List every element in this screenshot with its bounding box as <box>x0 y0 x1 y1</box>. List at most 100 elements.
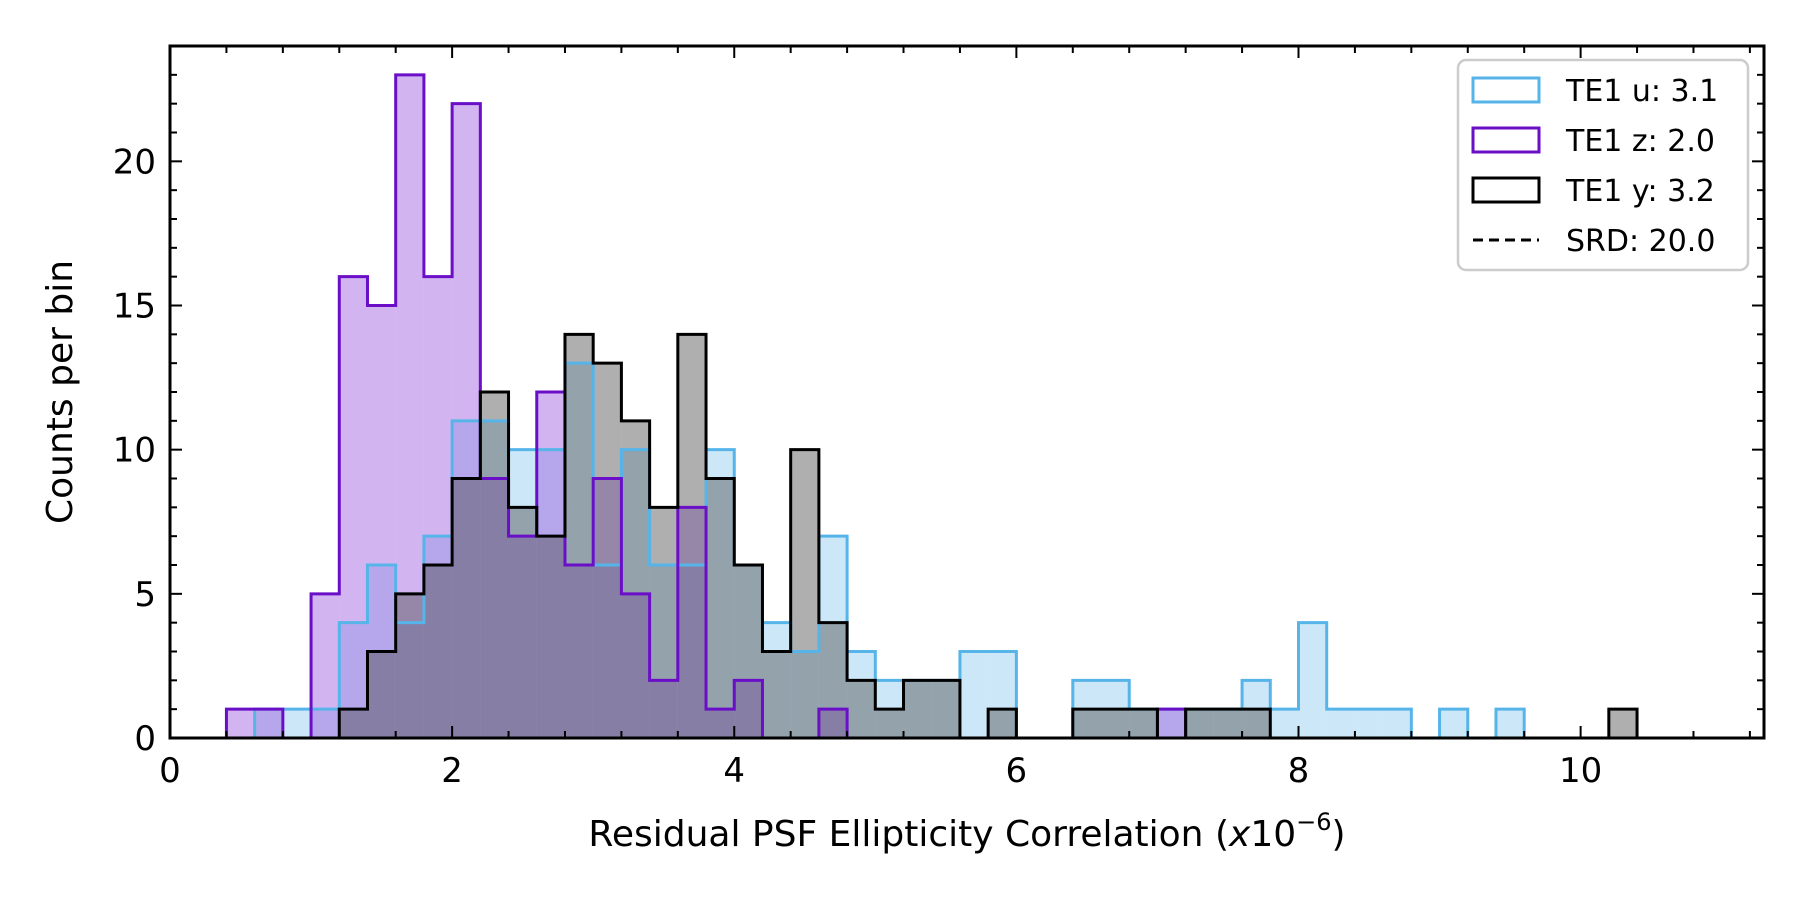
bar-te1-u-bin-39 <box>1326 709 1355 738</box>
y-tick-label: 0 <box>134 719 156 759</box>
bar-te1-y-bin-10 <box>508 507 537 738</box>
y-tick-labels: 0 5 10 15 20 <box>113 142 156 759</box>
bar-te1-z-bin-16 <box>677 507 707 738</box>
bar-te1-u-bin-27 <box>988 651 1017 738</box>
bar-te1-u-bin-43 <box>1439 709 1468 738</box>
legend-label-te1-y: TE1 y: 3.2 <box>1565 174 1715 209</box>
bar-te1-z-bin-13 <box>593 478 622 738</box>
bar-te1-u-bin-20 <box>790 651 819 738</box>
bar-te1-u-bin-11 <box>536 449 565 738</box>
legend-swatch-te1-z <box>1471 126 1541 154</box>
bar-te1-y-bin-30 <box>1072 709 1102 738</box>
bar-te1-z-bin-33 <box>1157 709 1186 738</box>
legend-swatch-te1-u <box>1471 76 1541 104</box>
bar-te1-y-bin-11 <box>536 536 565 738</box>
bar-te1-u-bin-3 <box>311 709 340 738</box>
bar-te1-y-bin-16 <box>677 334 707 738</box>
x-tick-label: 8 <box>1288 751 1310 791</box>
y-tick-label: 10 <box>113 431 156 471</box>
bar-te1-z-bin-17 <box>706 709 735 738</box>
bar-te1-z-bin-10 <box>508 536 537 738</box>
x-axis-label-base: 10 <box>1250 814 1296 855</box>
bar-te1-y-bin-7 <box>423 565 453 738</box>
x-axis-label: Residual PSF Ellipticity Correlation (x1… <box>588 808 1345 855</box>
bar-te1-y-bin-31 <box>1101 709 1130 738</box>
bar-te1-y-bin-8 <box>452 478 481 738</box>
bar-te1-u-bin-38 <box>1298 622 1327 738</box>
bar-te1-u-bin-9 <box>480 420 509 738</box>
bar-te1-z-bin-15 <box>649 680 678 738</box>
bar-te1-u-bin-41 <box>1383 709 1412 738</box>
bar-te1-y-bin-21 <box>818 622 848 738</box>
histogram-fills <box>226 74 1638 739</box>
bar-te1-z-bin-3 <box>311 593 340 738</box>
bar-te1-y-bin-15 <box>649 507 678 738</box>
bar-te1-y-bin-18 <box>734 565 763 738</box>
bar-te1-z-bin-4 <box>339 276 368 738</box>
bar-te1-z-bin-9 <box>480 478 509 738</box>
legend-label-te1-u: TE1 u: 3.1 <box>1565 74 1718 109</box>
bar-te1-u-bin-22 <box>847 651 876 738</box>
bar-te1-y-bin-4 <box>339 709 368 738</box>
bar-te1-u-bin-4 <box>339 622 368 738</box>
bar-te1-y-bin-17 <box>706 478 735 738</box>
bar-te1-y-bin-25 <box>931 680 960 738</box>
bar-te1-y-bin-5 <box>367 651 396 738</box>
bar-te1-z-bin-0 <box>226 709 255 738</box>
bar-te1-y-bin-34 <box>1185 709 1214 738</box>
bar-te1-y-bin-13 <box>593 363 622 738</box>
bar-te1-y-bin-20 <box>790 449 819 738</box>
bar-te1-y-bin-36 <box>1242 709 1271 738</box>
bar-te1-u-bin-16 <box>677 565 707 738</box>
bar-te1-u-bin-34 <box>1185 709 1214 738</box>
bar-te1-y-bin-6 <box>395 593 424 738</box>
bar-te1-u-bin-6 <box>395 622 424 738</box>
legend: TE1 u: 3.1 TE1 z: 2.0 TE1 y: 3.2 SRD: 20… <box>1456 58 1750 272</box>
x-axis-label-var: x <box>1228 814 1251 855</box>
bar-te1-z-bin-21 <box>818 709 848 738</box>
bar-te1-z-bin-14 <box>621 593 650 738</box>
x-axis-label-close: ) <box>1332 814 1346 855</box>
y-axis-label: Counts per bin <box>40 260 81 524</box>
x-tick-label: 4 <box>723 751 745 791</box>
bar-te1-y-bin-19 <box>762 651 791 738</box>
bar-te1-u-bin-8 <box>452 420 481 738</box>
bar-te1-z-bin-7 <box>423 276 453 738</box>
x-axis-label-text: Residual PSF Ellipticity Correlation ( <box>588 814 1229 855</box>
bar-te1-u-bin-1 <box>254 709 283 738</box>
legend-label-te1-z: TE1 z: 2.0 <box>1565 124 1715 159</box>
bar-te1-y-bin-9 <box>480 392 509 738</box>
bar-te1-u-bin-35 <box>1213 709 1243 738</box>
bar-te1-u-bin-25 <box>931 680 960 738</box>
bar-te1-u-bin-15 <box>649 565 678 738</box>
bar-te1-z-bin-5 <box>367 305 396 738</box>
bar-te1-u-bin-2 <box>282 709 312 738</box>
bar-te1-y-bin-32 <box>1129 709 1158 738</box>
bar-te1-u-bin-13 <box>593 565 622 738</box>
bar-te1-y-bin-27 <box>988 709 1017 738</box>
bar-te1-y-bin-24 <box>903 680 932 738</box>
bar-te1-u-bin-19 <box>762 622 791 738</box>
bar-te1-u-bin-37 <box>1270 709 1299 738</box>
legend-swatch-te1-y <box>1471 176 1541 204</box>
bar-te1-y-bin-49 <box>1608 709 1638 738</box>
bar-te1-z-bin-1 <box>254 709 283 738</box>
bar-te1-u-bin-40 <box>1354 709 1384 738</box>
bar-te1-u-bin-33 <box>1157 709 1186 738</box>
bar-te1-u-bin-21 <box>818 536 848 738</box>
bar-te1-z-bin-18 <box>734 680 763 738</box>
bar-te1-y-bin-35 <box>1213 709 1243 738</box>
bar-te1-u-bin-7 <box>423 536 453 738</box>
x-tick-label: 2 <box>441 751 463 791</box>
bar-te1-z-bin-6 <box>395 74 424 739</box>
x-axis-label-exp: −6 <box>1296 808 1331 836</box>
bar-te1-u-bin-12 <box>564 363 594 738</box>
y-tick-label: 15 <box>113 287 156 327</box>
bar-te1-y-bin-14 <box>621 420 650 738</box>
y-tick-label: 5 <box>134 575 156 615</box>
legend-label-srd: SRD: 20.0 <box>1566 224 1715 259</box>
bar-te1-u-bin-10 <box>508 449 537 738</box>
bar-te1-u-bin-32 <box>1129 709 1158 738</box>
bar-te1-y-bin-23 <box>875 709 904 738</box>
